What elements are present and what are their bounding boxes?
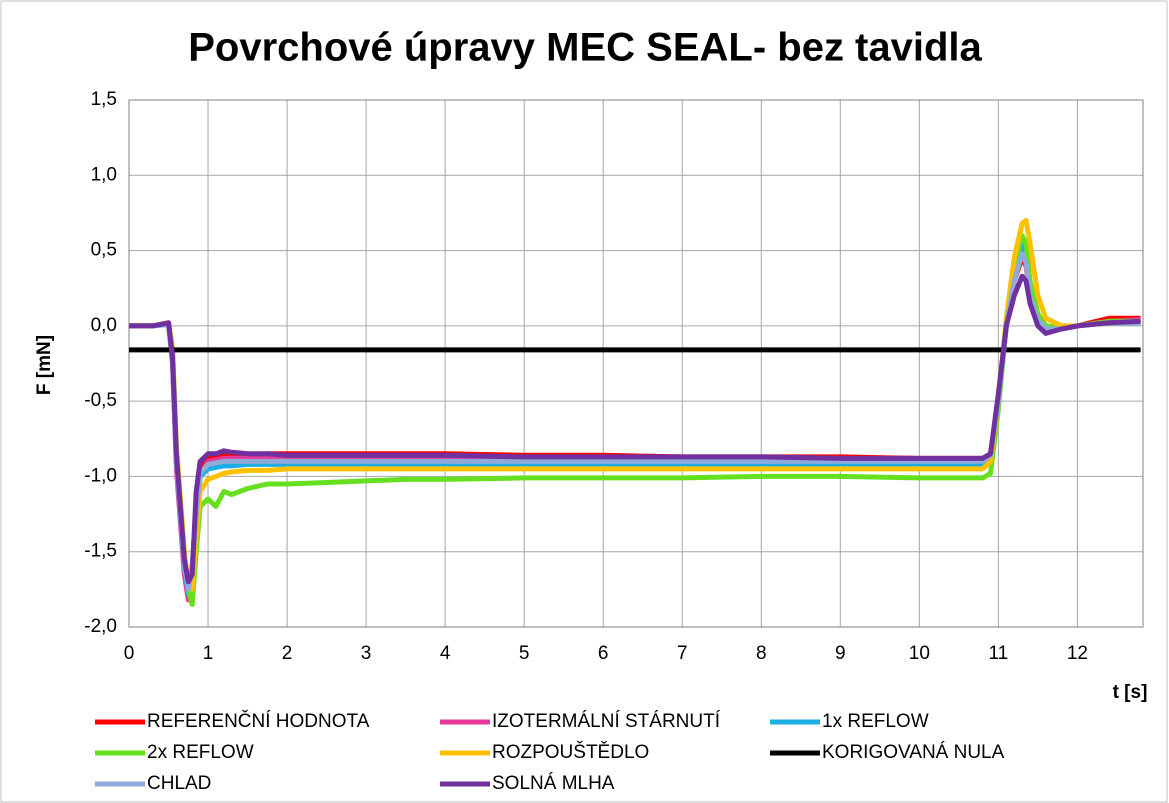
legend-label: SOLNÁ MLHA: [492, 773, 615, 794]
x-tick-label: 9: [835, 643, 846, 664]
y-tick-label: -1,0: [84, 465, 117, 486]
x-tick-label: 6: [598, 643, 609, 664]
chart-title: Povrchové úpravy MEC SEAL- bez tavidla: [188, 26, 982, 70]
y-tick-label: -2,0: [84, 616, 117, 637]
y-tick-label: -1,5: [84, 541, 117, 562]
legend-label: CHLAD: [147, 773, 211, 794]
x-tick-label: 5: [519, 643, 530, 664]
y-tick-label: 0,0: [91, 315, 117, 336]
x-tick-label: 7: [677, 643, 688, 664]
x-tick-label: 12: [1067, 643, 1088, 664]
y-tick-label: 1,5: [91, 89, 117, 110]
x-tick-label: 10: [909, 643, 930, 664]
plot-border: [128, 99, 1144, 628]
legend-label: 2x REFLOW: [147, 742, 254, 763]
legend-label: ROZPOUŠTĚDLO: [492, 741, 649, 763]
y-axis-label: F [mN]: [34, 335, 55, 395]
x-tick-label: 1: [203, 643, 214, 664]
x-axis-label: t [s]: [1113, 682, 1148, 703]
series-line: [129, 233, 1141, 607]
x-tick-label: 8: [756, 643, 767, 664]
series-line: [129, 273, 1141, 585]
x-tick-label: 2: [282, 643, 293, 664]
legend-label: IZOTERMÁLNÍ STÁRNUTÍ: [492, 711, 721, 732]
x-tick-label: 3: [361, 643, 372, 664]
y-tick-label: 1,0: [91, 164, 117, 185]
x-tick-label: 11: [989, 643, 1009, 664]
y-tick-label: -0,5: [84, 390, 117, 411]
y-tick-label: 0,5: [91, 240, 117, 261]
legend-label: KORIGOVANÁ NULA: [822, 742, 1005, 763]
legend-label: REFERENČNÍ HODNOTA: [147, 710, 370, 732]
legend-label: 1x REFLOW: [822, 711, 929, 732]
x-tick-label: 4: [440, 643, 451, 664]
x-tick-label: 0: [124, 643, 135, 664]
